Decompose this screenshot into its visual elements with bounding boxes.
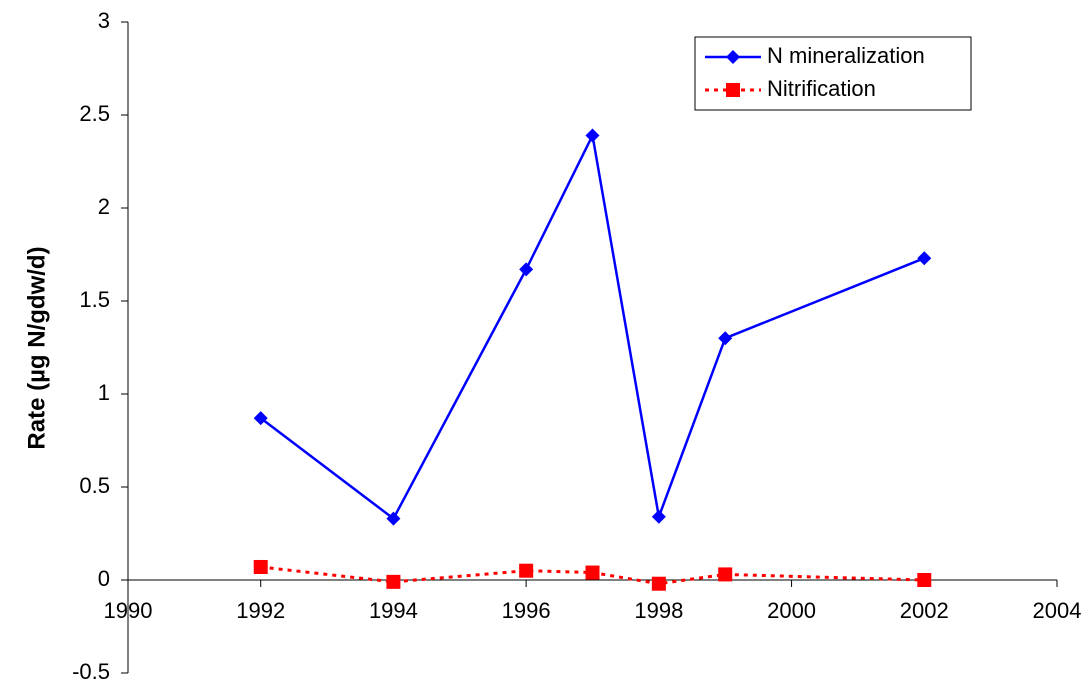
legend-box (694, 36, 972, 111)
y-tick-label: 1.5 (79, 287, 110, 312)
legend-marker (726, 50, 740, 64)
marker (519, 563, 534, 578)
x-tick-label: 1990 (104, 598, 153, 623)
marker (519, 262, 534, 277)
x-tick-label: 1992 (236, 598, 285, 623)
marker (253, 559, 268, 574)
y-tick-label: 3 (98, 8, 110, 33)
y-tick-label: 2 (98, 194, 110, 219)
y-tick-label: 1 (98, 380, 110, 405)
marker (651, 509, 666, 524)
marker (718, 567, 733, 582)
x-tick-label: 1998 (634, 598, 683, 623)
y-tick-label: 0.5 (79, 473, 110, 498)
marker (585, 565, 600, 580)
y-tick-label: -0.5 (72, 659, 110, 684)
marker (917, 251, 932, 266)
legend-label: Nitrification (767, 76, 876, 101)
y-tick-label: 2.5 (79, 101, 110, 126)
marker (585, 128, 600, 143)
legend-label: N mineralization (767, 43, 925, 68)
marker (253, 411, 268, 426)
x-tick-label: 1994 (369, 598, 418, 623)
marker (917, 573, 932, 587)
marker (651, 576, 666, 591)
y-tick-label: 0 (98, 566, 110, 591)
marker (386, 511, 401, 526)
x-tick-label: 2004 (1033, 598, 1082, 623)
marker (386, 574, 401, 589)
y-axis-label: Rate (µg N/gdw/d) (23, 246, 50, 449)
x-tick-label: 2002 (900, 598, 949, 623)
legend-marker (726, 83, 740, 97)
series-line (259, 131, 925, 522)
marker (718, 331, 733, 346)
x-tick-label: 1996 (502, 598, 551, 623)
x-tick-label: 2000 (767, 598, 816, 623)
